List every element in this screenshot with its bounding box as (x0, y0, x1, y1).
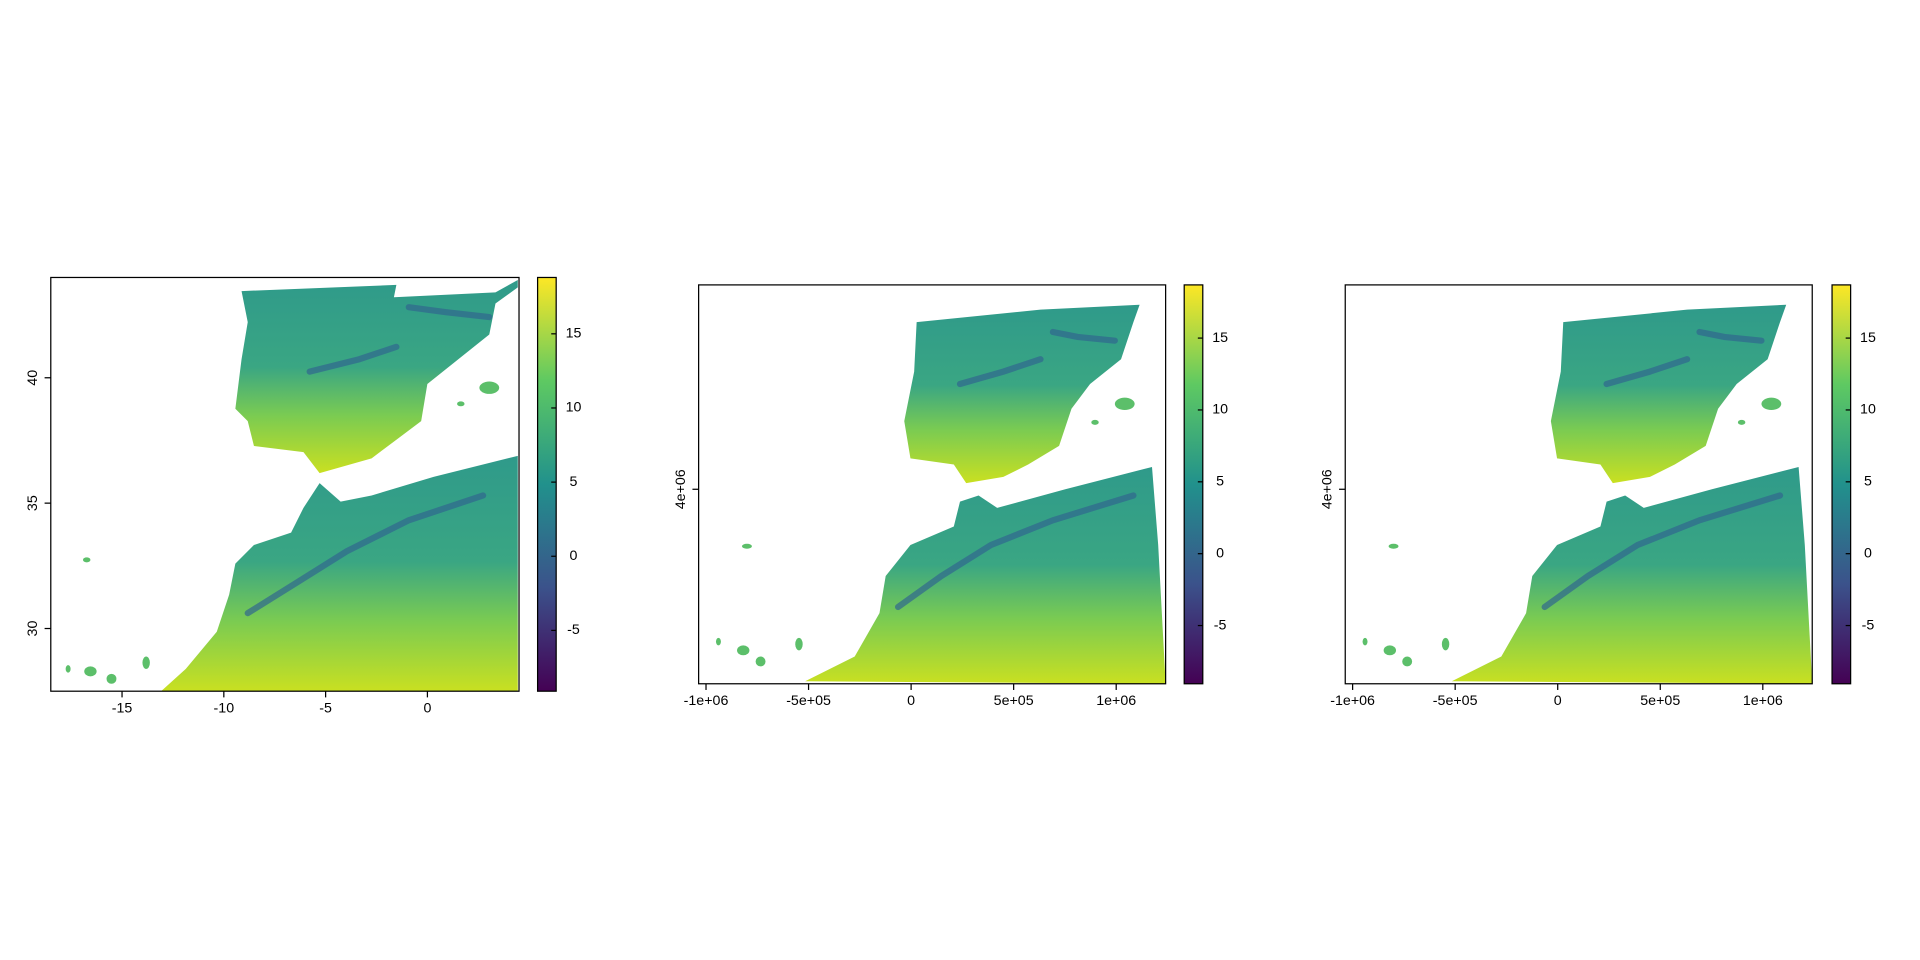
legend-tick-label: 15 (1860, 330, 1876, 346)
colorbar (1831, 284, 1852, 685)
mountain-ridge (1541, 492, 1784, 611)
x-tick-label: 1e+06 (1096, 693, 1136, 709)
legend-tick-label: 10 (1212, 402, 1228, 418)
island (1737, 419, 1746, 425)
colorbar (536, 276, 557, 692)
x-tick-label: 0 (907, 693, 915, 709)
legend-tick-label: 15 (566, 326, 582, 342)
island (1388, 543, 1399, 549)
island (82, 557, 91, 563)
mountain-ridge (405, 304, 493, 321)
island (715, 637, 721, 646)
map-panel: -1e+06 -5e+05 0 5e+05 1e+06 4e+06 -5 0 5 10 15 (673, 284, 1228, 709)
mountain-ridge (244, 492, 487, 617)
mountain-ridge (1603, 356, 1691, 388)
island (741, 543, 752, 549)
x-tick-label: -1e+06 (684, 693, 729, 709)
mountain-ridge (956, 356, 1044, 388)
x-tick-label: -5 (319, 700, 332, 716)
land-africa (1451, 466, 1813, 684)
land-africa (161, 455, 518, 692)
island (142, 656, 150, 669)
x-tick-label: 1e+06 (1743, 693, 1783, 709)
island (755, 656, 766, 667)
legend-tick-label: 5 (1216, 474, 1224, 490)
island (457, 401, 465, 407)
plot-frame (50, 276, 520, 692)
legend-tick-label: -5 (567, 622, 580, 638)
x-tick-label: 5e+05 (1640, 693, 1680, 709)
island (479, 381, 500, 394)
legend-tick-label: 0 (1864, 545, 1872, 561)
y-tick-label: 4e+06 (1320, 469, 1336, 509)
x-tick-label: -10 (214, 700, 235, 716)
mountain-ridge (306, 343, 400, 375)
mountain-ridge (1696, 328, 1765, 344)
x-tick-label: 5e+05 (994, 693, 1034, 709)
mountain-ridge (1049, 328, 1118, 344)
x-tick-label: -5e+05 (786, 693, 831, 709)
land-africa (805, 466, 1166, 684)
island (84, 666, 97, 677)
y-tick-label: 40 (25, 370, 41, 386)
legend-tick-label: 0 (1216, 545, 1224, 561)
legend-tick-label: -5 (1214, 617, 1227, 633)
island (1402, 656, 1413, 667)
colorbar (1183, 284, 1204, 685)
legend-tick-label: -5 (1862, 617, 1875, 633)
y-tick-label: 30 (25, 621, 41, 637)
legend-tick-label: 15 (1212, 330, 1228, 346)
legend-tick-label: 10 (1860, 402, 1876, 418)
island (1091, 419, 1099, 425)
island (1383, 645, 1397, 656)
land-iberia (1550, 304, 1787, 484)
plot-frame (1344, 284, 1813, 685)
island (65, 665, 71, 673)
land-iberia (904, 304, 1140, 484)
x-tick-label: -5e+05 (1433, 693, 1478, 709)
legend-tick-label: 5 (570, 474, 578, 490)
island (1441, 637, 1450, 651)
island (106, 673, 117, 684)
legend-tick-label: 10 (566, 400, 582, 416)
x-tick-label: 0 (423, 700, 431, 716)
plot-frame (698, 284, 1167, 685)
x-tick-label: -1e+06 (1330, 693, 1375, 709)
y-tick-label: 35 (25, 495, 41, 511)
island (737, 645, 750, 656)
mountain-ridge (894, 492, 1137, 611)
legend-tick-label: 0 (570, 548, 578, 564)
island (1114, 397, 1135, 411)
island (1761, 397, 1782, 411)
map-panel: -15 -10 -5 0 30 35 40 -5 0 5 10 15 (25, 276, 582, 716)
map-panel: -1e+06 -5e+05 0 5e+05 1e+06 4e+06 -5 0 5 10 15 (1320, 284, 1876, 709)
y-tick-label: 4e+06 (673, 469, 689, 509)
x-tick-label: -15 (112, 700, 133, 716)
island (795, 637, 803, 651)
legend-tick-label: 5 (1864, 474, 1872, 490)
land-iberia (235, 279, 518, 474)
x-tick-label: 0 (1554, 693, 1562, 709)
island (1362, 637, 1368, 646)
